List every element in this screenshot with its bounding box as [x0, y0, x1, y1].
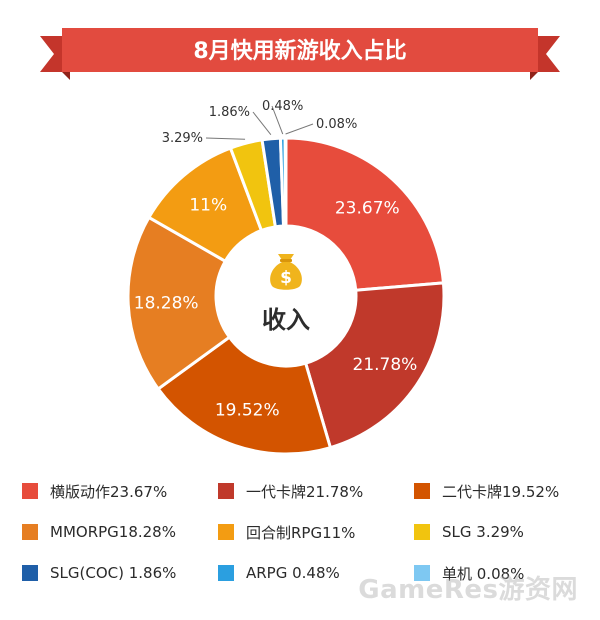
legend-swatch — [22, 483, 38, 499]
legend-swatch — [218, 524, 234, 540]
slice-2 — [156, 335, 333, 456]
legend-item-3: MMORPG18.28% — [22, 521, 218, 543]
leader-line-6 — [252, 111, 272, 136]
watermark: GameRes游资网 — [358, 575, 578, 605]
title-banner: 8月快用新游收入占比 — [40, 28, 560, 80]
slice-0 — [284, 136, 446, 292]
chart-legend: 横版动作23.67% 一代卡牌21.78% 二代卡牌19.52% MMORPG18.2… — [22, 480, 592, 584]
legend-swatch — [414, 524, 430, 540]
legend-label: SLG 3.29% — [442, 523, 524, 541]
banner-left-fold — [62, 72, 70, 80]
legend-item-4: 回合制RPG11% — [218, 521, 414, 543]
chart-title: 8月快用新游收入占比 — [193, 38, 406, 64]
legend-label: 二代卡牌19.52% — [442, 482, 560, 501]
slice-3 — [126, 215, 232, 391]
legend-swatch — [22, 565, 38, 581]
data-label-4: 11% — [189, 196, 227, 216]
legend-label: 横版动作23.67% — [50, 482, 168, 501]
money-bag-icon: $ — [270, 254, 302, 290]
banner-right-fold — [530, 72, 538, 80]
data-label-7: 0.48% — [262, 99, 303, 114]
legend-swatch — [218, 483, 234, 499]
data-label-1: 21.78% — [353, 355, 418, 375]
legend-swatch — [218, 565, 234, 581]
center-label: 收入 — [262, 306, 310, 334]
data-label-6: 1.86% — [209, 105, 250, 120]
legend-item-8: 单机 0.08% — [414, 562, 592, 584]
legend-label: 单机 0.08% — [442, 564, 525, 583]
legend-swatch — [22, 524, 38, 540]
data-label-0: 23.67% — [335, 199, 400, 219]
legend-item-1: 一代卡牌21.78% — [218, 480, 414, 502]
legend-item-5: SLG 3.29% — [414, 521, 592, 543]
data-label-3: 18.28% — [134, 293, 199, 313]
banner-body — [62, 28, 538, 72]
donut-slices — [126, 136, 446, 456]
leader-line-7 — [271, 105, 284, 135]
leader-line-5 — [205, 137, 246, 140]
leader-line-8 — [285, 123, 314, 135]
legend-swatch — [414, 483, 430, 499]
slice-8 — [283, 136, 288, 228]
legend-label: SLG(COC) 1.86% — [50, 564, 177, 582]
slice-1 — [303, 281, 446, 450]
legend-swatch — [414, 565, 430, 581]
legend-item-6: SLG(COC) 1.86% — [22, 562, 218, 584]
leader-lines — [205, 105, 314, 140]
legend-item-0: 横版动作23.67% — [22, 480, 218, 502]
legend-label: 一代卡牌21.78% — [246, 482, 364, 501]
data-label-2: 19.52% — [215, 401, 280, 421]
data-label-8: 0.08% — [316, 117, 357, 132]
svg-text:$: $ — [280, 268, 292, 288]
legend-label: 回合制RPG11% — [246, 523, 356, 542]
legend-item-2: 二代卡牌19.52% — [414, 480, 592, 502]
data-labels: 23.67% 21.78% 19.52% 18.28% 11% 3.29% 1.86% 0.4… — [134, 99, 418, 421]
data-label-5: 3.29% — [162, 131, 203, 146]
legend-item-7: ARPG 0.48% — [218, 562, 414, 584]
legend-label: ARPG 0.48% — [246, 564, 340, 582]
legend-label: MMORPG18.28% — [50, 523, 176, 541]
